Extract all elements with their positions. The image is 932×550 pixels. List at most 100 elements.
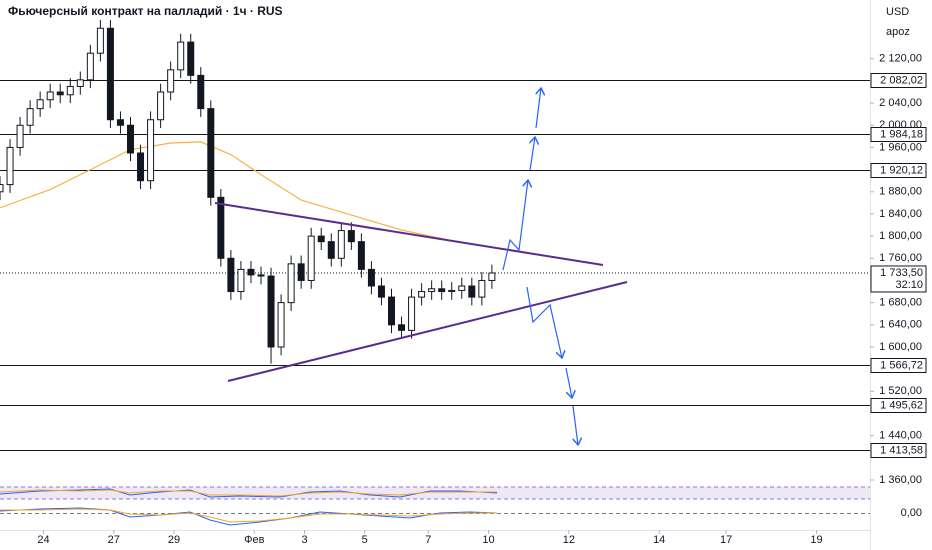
candle-body: [96, 27, 104, 54]
indicator-curve: [0, 508, 497, 523]
level-label-box: [870, 443, 927, 458]
candle-body: [26, 108, 34, 126]
level-label: 1 920,12: [880, 164, 923, 176]
candle-body: [167, 69, 175, 93]
scenario-arrow: [565, 367, 572, 398]
level-label-box: [870, 127, 927, 142]
candle-body: [16, 124, 24, 148]
candle-body: [377, 285, 385, 298]
candle-body: [398, 324, 406, 331]
scenario-arrow: [573, 405, 578, 445]
scenario-arrow: [526, 286, 562, 358]
candle-body: [438, 288, 446, 293]
candle-body: [127, 124, 134, 154]
candle-body: [157, 91, 165, 121]
level-label: 2 082,02: [880, 74, 923, 86]
candle-body: [227, 257, 235, 293]
level-label: 1 984,18: [880, 128, 923, 140]
x-tick-label: 27: [108, 534, 120, 546]
x-tick-label: 10: [482, 534, 494, 546]
candle-body: [207, 108, 215, 198]
level-label-box: [870, 358, 927, 373]
moving-average: [0, 141, 496, 249]
last-price-label: 1 733,50: [880, 267, 923, 279]
candle-body: [418, 291, 426, 298]
y-tick-label: 1 760,00: [879, 252, 922, 264]
y-tick-label: 1 360,00: [879, 474, 922, 486]
x-tick-label: 17: [720, 534, 732, 546]
countdown: 32:10: [895, 279, 923, 291]
candle-body: [367, 268, 375, 287]
y-tick-label: 1 880,00: [879, 186, 922, 198]
level-label-box: [870, 398, 927, 413]
scale-mode: apoz: [886, 26, 910, 38]
y-tick-label: 1 520,00: [879, 385, 922, 397]
x-tick-label: 24: [37, 534, 49, 546]
candle-body: [217, 196, 225, 259]
y-tick-label: 1 640,00: [879, 319, 922, 331]
x-tick-label: 19: [810, 534, 822, 546]
candle-body: [6, 146, 14, 186]
candle-body: [187, 41, 195, 76]
level-label: 1 566,72: [880, 359, 923, 371]
x-tick-label: 12: [563, 534, 575, 546]
x-tick-label: 7: [425, 534, 431, 546]
candle-body: [327, 241, 335, 259]
candle-body: [277, 302, 285, 348]
candle-body: [408, 296, 416, 331]
y-tick-label: 1 440,00: [879, 430, 922, 442]
indicator-tick-label: 0,00: [901, 507, 922, 519]
candle-body: [66, 85, 74, 96]
candle-body: [468, 285, 476, 298]
trend-line: [227, 281, 628, 382]
scenario-arrow: [502, 180, 528, 271]
candle-body: [86, 52, 94, 81]
candle-body: [76, 79, 84, 87]
chart-title: Фьючерсный контракт на палладий · 1ч · R…: [8, 4, 283, 18]
candle-body: [257, 274, 265, 277]
candle-body: [137, 152, 145, 182]
candle-body: [458, 285, 466, 291]
candle-body: [428, 288, 436, 293]
indicator-curve: [0, 488, 498, 498]
scenario-arrow: [530, 137, 535, 171]
x-tick-label: 29: [168, 534, 180, 546]
candle-body: [267, 275, 275, 348]
scenario-arrow: [536, 88, 541, 129]
last-price-box: [870, 265, 927, 293]
indicator-band: [0, 487, 870, 499]
candle-body: [197, 74, 205, 110]
candle-body: [56, 91, 64, 96]
y-tick-label: 1 960,00: [879, 141, 922, 153]
candle-body: [0, 184, 4, 193]
candle-body: [337, 230, 345, 259]
candle-body: [478, 279, 486, 298]
candle-body: [147, 119, 155, 182]
candle-body: [347, 230, 355, 243]
x-tick-label: 14: [653, 534, 665, 546]
y-tick-label: 2 040,00: [879, 97, 922, 109]
plot-area: [0, 19, 874, 481]
y-tick-label: 1 680,00: [879, 297, 922, 309]
level-label: 1 495,62: [880, 399, 923, 411]
indicator-curve: [0, 489, 497, 497]
candle-body: [448, 289, 456, 293]
candle-body: [388, 296, 395, 326]
currency: USD: [886, 6, 909, 18]
candle-body: [46, 91, 54, 101]
candle-body: [247, 268, 255, 276]
y-tick-label: 2 120,00: [879, 53, 922, 65]
candle-body: [488, 272, 496, 281]
candle-body: [317, 235, 325, 243]
trend-line: [214, 202, 604, 266]
x-tick-label: Фев: [244, 534, 264, 546]
candle-body: [177, 41, 185, 71]
y-tick-label: 1 840,00: [879, 208, 922, 220]
y-tick-label: 1 800,00: [879, 230, 922, 242]
candle-body: [36, 99, 44, 110]
candle-body: [106, 27, 114, 121]
x-tick-label: 3: [301, 534, 307, 546]
level-label: 1 413,58: [880, 444, 923, 456]
candle-body: [237, 268, 245, 293]
